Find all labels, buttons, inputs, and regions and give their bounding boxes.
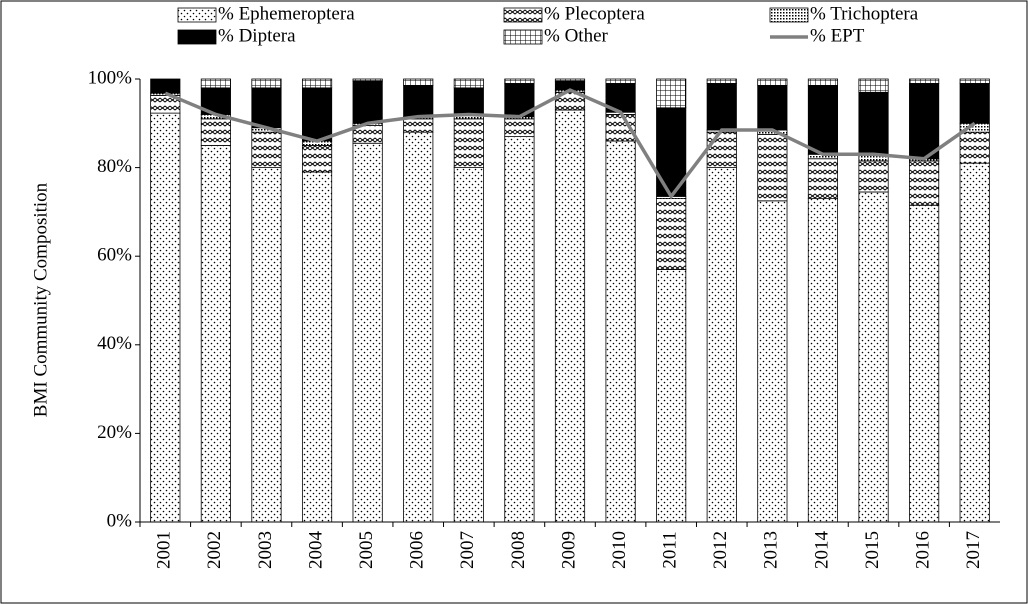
legend-label: % Plecoptera: [544, 3, 645, 24]
bar-segment: [403, 131, 434, 523]
legend-label: % Other: [544, 25, 609, 46]
legend-swatch: [177, 29, 217, 45]
legend-swatch: [503, 29, 543, 45]
line: [164, 88, 976, 200]
bar-segment: [909, 83, 940, 160]
bar-segment: [453, 87, 484, 115]
bar-segment: [959, 131, 990, 164]
legend-label: % Trichoptera: [810, 3, 919, 24]
bar-segment: [757, 200, 788, 523]
bar-segment: [301, 87, 333, 142]
bar-segment: [858, 91, 889, 155]
bar-segment: [706, 83, 737, 131]
x-tick-label: 2006: [407, 531, 428, 569]
bar-segment: [757, 78, 788, 87]
bar-segment: [403, 85, 434, 118]
x-tick-label: 2009: [558, 531, 579, 569]
bar-segment: [150, 112, 181, 523]
legend-swatch: [769, 7, 809, 23]
bar-segment: [807, 198, 839, 523]
bar-segment: [352, 78, 383, 82]
bar-segment: [706, 78, 737, 84]
bar-segment: [605, 78, 636, 84]
bar-segment: [909, 78, 940, 84]
legend-swatch: [503, 7, 543, 23]
bar-segment: [453, 78, 484, 89]
bar-segment: [807, 85, 839, 155]
bar-segment: [757, 85, 788, 131]
bar-segment: [909, 204, 940, 523]
x-tick-label: 2013: [761, 531, 782, 569]
x-tick-label: 2010: [609, 531, 630, 569]
bar-segment: [909, 160, 940, 206]
bar-segment: [301, 171, 333, 523]
bar-segment: [200, 145, 231, 523]
bar-segment: [554, 109, 586, 523]
legend-swatch: [177, 7, 217, 23]
bar-segment: [504, 136, 535, 523]
bar-segment: [150, 78, 181, 94]
bar-segment: [807, 158, 839, 200]
bar-segment: [858, 191, 889, 523]
y-axis-label: BMI Community Composition: [30, 182, 51, 417]
bar-segment: [504, 78, 535, 84]
bar-segment: [757, 133, 788, 202]
bar-segment: [706, 167, 737, 523]
y-tick-label: 100%: [88, 67, 133, 88]
bar-segment: [959, 78, 990, 84]
x-tick-label: 2008: [508, 531, 529, 569]
bar-segment: [858, 78, 889, 93]
bar-segment: [200, 118, 231, 146]
bar-segment: [200, 78, 231, 89]
bar-segment: [959, 83, 990, 124]
bar-segment: [858, 160, 889, 193]
x-tick-label: 2005: [356, 531, 377, 569]
bar-segment: [251, 87, 282, 129]
x-tick-label: 2007: [457, 531, 478, 569]
bar-segment: [453, 167, 484, 523]
legend-label: % EPT: [810, 25, 865, 46]
bar-segment: [706, 131, 737, 169]
bar-segment: [959, 162, 990, 523]
legend-label: % Ephemeroptera: [218, 3, 355, 24]
bar-segment: [656, 198, 687, 270]
bar-segment: [301, 78, 333, 89]
x-tick-label: 2015: [862, 531, 883, 569]
bar-segment: [403, 118, 434, 133]
bar-segment: [352, 80, 383, 124]
x-tick-label: 2011: [660, 531, 681, 568]
bar-segment: [656, 78, 687, 109]
y-tick-label: 40%: [97, 333, 132, 354]
bar-segment: [301, 145, 333, 173]
bar-segment: [352, 142, 383, 523]
bar-segment: [403, 78, 434, 87]
bar-segment: [554, 78, 586, 82]
x-tick-label: 2014: [811, 531, 832, 570]
x-tick-label: 2001: [154, 531, 175, 569]
x-tick-label: 2017: [963, 531, 984, 569]
bar-segment: [251, 131, 282, 169]
y-tick-label: 80%: [97, 156, 132, 177]
bar-segment: [807, 78, 839, 87]
bar-segment: [251, 167, 282, 523]
y-tick-label: 0%: [107, 510, 133, 531]
y-tick-label: 20%: [97, 422, 132, 443]
x-tick-label: 2003: [255, 531, 276, 569]
x-tick-label: 2004: [305, 531, 326, 570]
bar-segment: [251, 78, 282, 89]
bar-segment: [605, 140, 636, 523]
bar-segment: [453, 118, 484, 169]
bar-segment: [605, 114, 636, 142]
bar-segment: [504, 118, 535, 137]
legend-label: % Diptera: [218, 25, 296, 46]
bar-segment: [656, 269, 687, 523]
x-tick-label: 2016: [912, 531, 933, 569]
x-tick-label: 2002: [204, 531, 225, 569]
x-tick-label: 2012: [710, 531, 731, 569]
y-tick-label: 60%: [97, 245, 132, 266]
